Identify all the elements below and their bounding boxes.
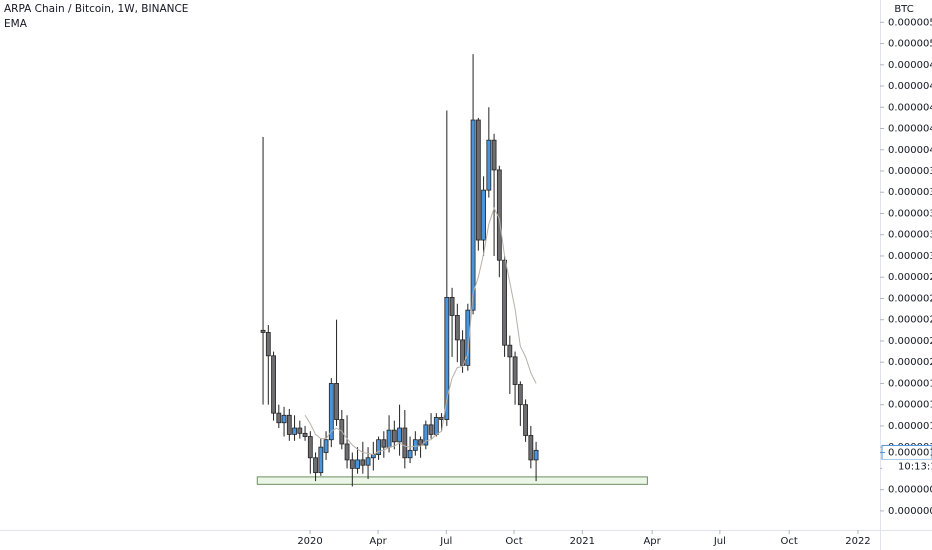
candle-body	[344, 443, 350, 461]
ema-line	[304, 206, 537, 456]
y-tick-label: 0.00000480	[888, 60, 932, 71]
candle-body	[260, 329, 266, 333]
y-tick-label: 0.00000280	[888, 272, 932, 283]
candle-body	[302, 432, 308, 437]
y-tick-label: 0.00000500	[888, 39, 932, 50]
y-tick-label: 0.00000240	[888, 315, 932, 326]
candle-body	[292, 427, 297, 435]
candle-body	[276, 412, 282, 424]
candle-body	[397, 427, 402, 443]
y-tick-label: 0.00000160	[888, 400, 932, 411]
y-tick-label: 0.00000220	[888, 336, 932, 347]
candle-body	[313, 457, 318, 474]
candle-body	[533, 449, 539, 461]
candle-body	[265, 332, 271, 357]
candle-body	[271, 355, 276, 414]
candle-body	[512, 356, 518, 385]
x-tick-label: Apr	[369, 536, 387, 547]
y-tick-label: 0.00000400	[888, 145, 932, 156]
y-tick-label: 0.00000380	[888, 166, 932, 177]
chart-title: ARPA Chain / Bitcoin, 1W, BINANCE	[4, 3, 188, 15]
candle-body	[502, 259, 507, 346]
candle-body	[402, 427, 408, 459]
candle-body	[281, 414, 287, 424]
current-price: 0.00000115	[888, 447, 932, 458]
candle-body	[355, 459, 360, 469]
x-tick-label: Oct	[781, 536, 798, 547]
candle-body	[454, 315, 460, 341]
support-box	[256, 476, 648, 485]
candle-body	[412, 439, 418, 451]
candle-body	[449, 296, 455, 316]
y-tick-label: 0.00000360	[888, 187, 932, 198]
candle-body	[381, 439, 387, 448]
candle-body	[307, 436, 313, 459]
countdown: 10:13:12	[898, 461, 932, 472]
candle-body	[349, 459, 355, 469]
y-tick-label: 0.00000180	[888, 378, 932, 389]
x-tick-label: Jul	[439, 536, 452, 547]
y-tick-label: 0.00000300	[888, 251, 932, 262]
y-tick-label: 0.00000420	[888, 124, 932, 135]
y-tick-label: 0.00000460	[888, 81, 932, 92]
y-tick-label: 0.00000340	[888, 208, 932, 219]
y-tick-label: 0.00000060	[888, 506, 932, 517]
x-tick-label: 2021	[570, 536, 595, 547]
candle-body	[318, 446, 324, 474]
candle-body	[523, 404, 528, 436]
candle-body	[460, 339, 465, 366]
candle-body	[323, 439, 329, 453]
candle-body	[444, 296, 450, 420]
candle-body	[465, 309, 471, 366]
candle-body	[470, 119, 476, 311]
candle-body	[517, 384, 523, 406]
candle-body	[428, 424, 434, 435]
candle-body	[433, 417, 439, 435]
candle-body	[486, 139, 492, 191]
candle-body	[297, 427, 303, 434]
candle-body	[507, 344, 513, 358]
x-tick-label: 2022	[845, 536, 870, 547]
x-tick-label: Jul	[713, 536, 726, 547]
y-tick-label: 0.00000200	[888, 357, 932, 368]
x-tick-label: Oct	[505, 536, 522, 547]
candle-body	[439, 417, 444, 420]
candle-body	[528, 435, 534, 461]
candle-body	[334, 383, 339, 420]
indicator-label: EMA	[4, 18, 28, 30]
candle-body	[407, 449, 413, 459]
x-tick-label: Apr	[643, 536, 661, 547]
y-tick-label: 0.00000080	[888, 485, 932, 496]
x-tick-label: 2020	[297, 536, 322, 547]
candle-body	[376, 439, 381, 455]
y-tick-label: 0.00000440	[888, 102, 932, 113]
candle-body	[386, 429, 392, 448]
candle-body	[481, 189, 486, 241]
candle-body	[491, 139, 497, 171]
candle-body	[328, 383, 334, 441]
candle-body	[418, 439, 423, 446]
candle-body	[475, 119, 481, 241]
y-tick-label: 0.00000140	[888, 421, 932, 432]
y-tick-label: 0.00000260	[888, 293, 932, 304]
y-tick-label: 0.00000320	[888, 230, 932, 241]
countdown-box	[882, 459, 932, 474]
currency-label: BTC	[894, 4, 913, 15]
candle-body	[423, 424, 429, 446]
candle-body	[360, 459, 366, 466]
y-tick-label: 0.00000520	[888, 17, 932, 28]
candle-body	[286, 414, 292, 435]
candle-body	[391, 429, 397, 443]
candle-body	[365, 457, 371, 466]
